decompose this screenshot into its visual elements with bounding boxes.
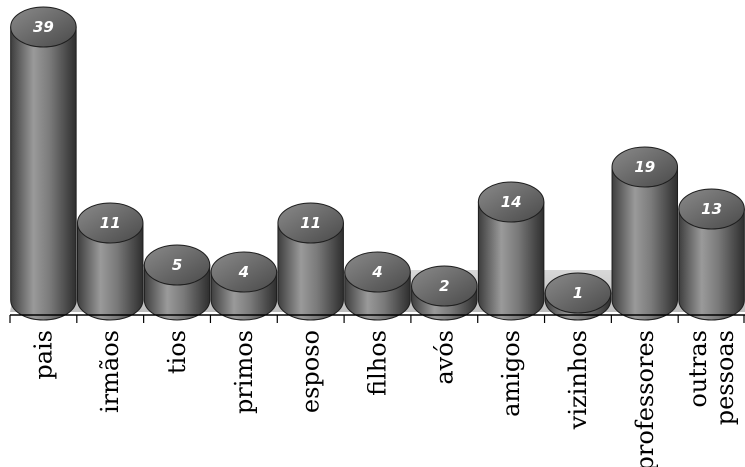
bar-top (544, 272, 612, 314)
bar-top (611, 146, 679, 188)
bar-body (611, 166, 679, 321)
x-tick-label: amigos (497, 330, 525, 417)
bar-value-label: 11 (300, 214, 321, 232)
bar (411, 265, 478, 321)
x-tick-label: professores (631, 330, 659, 467)
bar-value-label: 14 (501, 193, 522, 211)
bar (10, 6, 77, 321)
x-tick-label: pais (29, 330, 57, 380)
bar-value-label: 39 (33, 18, 54, 36)
bar-value-label: 1 (573, 284, 583, 302)
x-tick-label: irmãos (96, 330, 124, 413)
bar (76, 202, 144, 321)
bar-body (277, 222, 344, 321)
bar-top (76, 202, 144, 244)
bar-top (678, 188, 745, 230)
bar-value-label: 13 (701, 200, 722, 218)
x-tick-label: tios (163, 330, 191, 374)
bar-top (411, 265, 478, 307)
bar (344, 251, 411, 321)
bar (477, 181, 545, 321)
bar (277, 202, 344, 321)
x-tick-label: outras (684, 330, 712, 408)
bar-body (477, 201, 545, 321)
x-tick-label: avós (430, 330, 458, 385)
bar-top (10, 6, 77, 48)
bar-value-label: 2 (439, 277, 449, 295)
bar (611, 146, 679, 321)
bar-top (277, 202, 344, 244)
bar (678, 188, 745, 321)
bar-value-label: 19 (634, 158, 655, 176)
bar-body (10, 26, 77, 321)
bar-value-label: 4 (371, 263, 382, 281)
x-tick-label: esposo (297, 330, 325, 413)
bar-top (344, 251, 411, 293)
x-tick-label: pessoas (711, 330, 739, 425)
bar-body (76, 222, 144, 321)
bar-body (678, 208, 745, 321)
bar (544, 272, 612, 321)
x-tick-label: filhos (364, 330, 392, 396)
bar-value-label: 11 (100, 214, 121, 232)
bar-value-label: 5 (172, 256, 182, 274)
bar-top (210, 251, 278, 293)
bar (143, 244, 211, 321)
bar-top (143, 244, 211, 286)
x-tick-label: vizinhos (564, 330, 592, 430)
x-tick-label: primos (230, 330, 258, 414)
bar-top (477, 181, 545, 223)
bar-value-label: 4 (238, 263, 249, 281)
bar (210, 251, 278, 321)
